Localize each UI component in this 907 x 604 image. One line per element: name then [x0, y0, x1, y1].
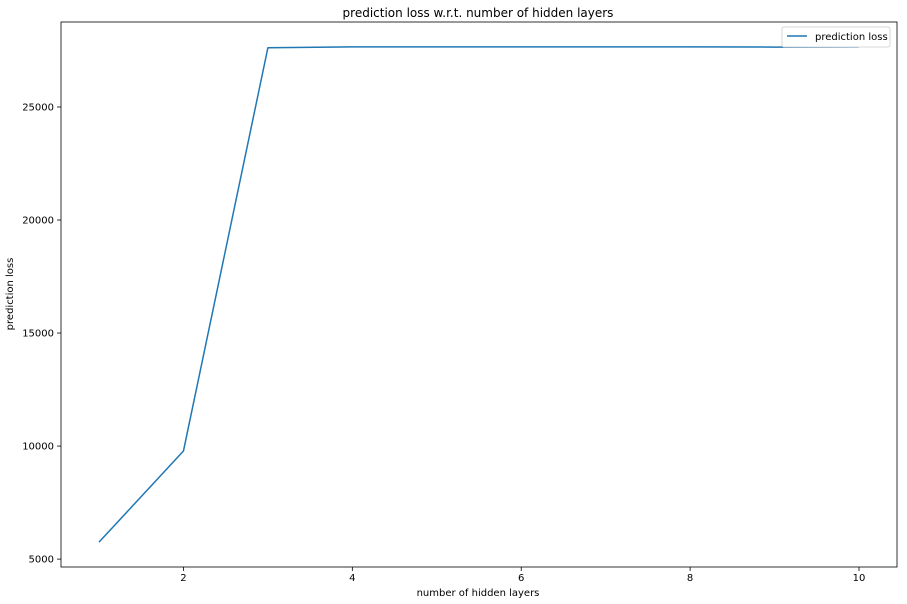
plot-frame: [60, 21, 898, 568]
y-axis-label: prediction loss: [5, 258, 16, 331]
series-line-0: [98, 46, 860, 543]
x-tick-label-4: 4: [349, 573, 355, 584]
x-tick-label-10: 10: [853, 573, 866, 584]
x-axis-label: number of hidden layers: [417, 588, 540, 599]
legend-box: [781, 26, 891, 48]
y-tick-label-25000: 25000: [22, 102, 54, 113]
legend-label-prediction-loss: prediction loss: [815, 32, 888, 43]
y-axis-ticks: 5000 10000 15000 20000 25000: [22, 102, 61, 566]
x-axis-ticks: 2 4 6 8 10: [180, 567, 865, 584]
x-tick-label-2: 2: [180, 573, 186, 584]
y-tick-label-10000: 10000: [22, 442, 54, 453]
chart-title: prediction loss w.r.t. number of hidden …: [343, 6, 614, 20]
y-tick-label-20000: 20000: [22, 216, 54, 227]
x-tick-label-8: 8: [687, 573, 693, 584]
y-tick-label-15000: 15000: [22, 329, 54, 340]
plot-area: [60, 21, 898, 568]
x-tick-label-6: 6: [518, 573, 524, 584]
y-tick-label-5000: 5000: [29, 555, 54, 566]
legend: prediction loss: [781, 26, 891, 48]
